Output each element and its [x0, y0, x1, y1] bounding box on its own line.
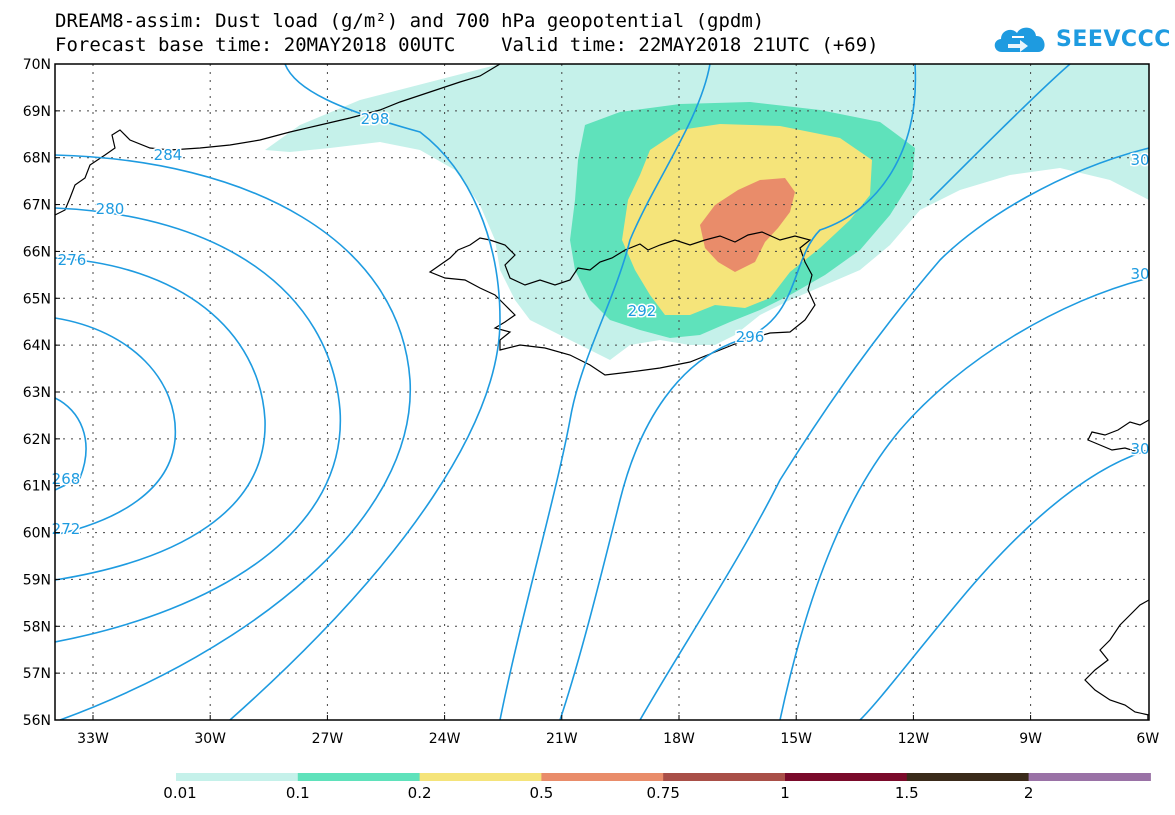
- lat-label: 65N: [23, 291, 51, 307]
- contour-label: 272: [52, 520, 81, 538]
- colorbar-label: 0.1: [285, 784, 310, 802]
- geopotential-contour-292: [499, 64, 711, 720]
- lat-label: 67N: [23, 198, 51, 214]
- coastline-iceland: [428, 231, 816, 376]
- colorbar-label: 2: [1023, 784, 1034, 802]
- cloud-icon: [994, 27, 1045, 52]
- colorbar-swatch: [176, 773, 299, 781]
- lat-label: 64N: [23, 338, 51, 354]
- coastline-scotland: [1084, 599, 1149, 716]
- contour-label: 30: [1130, 151, 1149, 169]
- lat-label: 63N: [23, 385, 51, 401]
- geopotential-contour-296: [559, 64, 917, 720]
- geopotential-contour-300b: [779, 277, 1149, 720]
- colorbar: [176, 773, 1151, 781]
- lon-label: 12W: [898, 731, 930, 747]
- lat-label: 58N: [23, 619, 51, 635]
- contour-label: 280: [96, 200, 125, 218]
- coastline-greenland: [55, 64, 501, 216]
- contour-label: 284: [154, 146, 183, 164]
- geopotential-contour-272: [55, 317, 177, 536]
- lat-label: 70N: [23, 57, 51, 73]
- lat-label: 57N: [23, 666, 51, 682]
- colorbar-label: 1.5: [894, 784, 919, 802]
- geopotential-contour-280: [55, 207, 342, 643]
- chart-title: DREAM8-assim: Dust load (g/m²) and 700 h…: [55, 10, 765, 32]
- colorbar-swatch: [906, 773, 1030, 781]
- lat-label: 69N: [23, 104, 51, 120]
- geopotential-contour-300c: [859, 449, 1149, 720]
- colorbar-label: 0.01: [163, 784, 197, 802]
- lon-label: 18W: [663, 731, 695, 747]
- latitude-labels: 70N 69N 68N 67N 66N 65N 64N 63N 62N 61N 60N 59N 58N 5…: [23, 57, 60, 729]
- geopotential-contour-high: [929, 64, 1071, 201]
- seevccc-logo: SEEVCCC: [990, 22, 1171, 56]
- contour-label: 292: [628, 302, 657, 320]
- dust-region-0.5: [700, 178, 795, 272]
- lon-label: 27W: [312, 731, 344, 747]
- map-gridlines: [55, 64, 1149, 720]
- contour-labels: 298 284 280 276 268 272 292 296 30 30 30: [50, 109, 1151, 540]
- lat-label: 61N: [23, 479, 51, 495]
- contour-label: 30: [1130, 440, 1149, 458]
- longitude-labels: 33W 30W 27W 24W 21W 18W 15W 12W 9W 6W: [77, 715, 1159, 747]
- contour-label: 30: [1130, 265, 1149, 283]
- geopotential-contour-288: [229, 64, 501, 720]
- geopotential-contour-276: [55, 257, 266, 581]
- colorbar-swatch: [419, 773, 542, 781]
- colorbar-label: 0.75: [646, 784, 680, 802]
- contour-label: 276: [58, 251, 87, 269]
- lon-label: 24W: [429, 731, 461, 747]
- colorbar-swatch: [785, 773, 908, 781]
- colorbar-swatch: [1028, 773, 1151, 781]
- geopotential-contour-268: [55, 397, 87, 491]
- geopotential-contour-300a: [639, 147, 1149, 720]
- lon-label: 21W: [546, 731, 578, 747]
- lat-label: 66N: [23, 244, 51, 260]
- lat-label: 62N: [23, 432, 51, 448]
- colorbar-swatch: [297, 773, 421, 781]
- colorbar-swatch: [541, 773, 664, 781]
- contour-label: 268: [52, 470, 81, 488]
- colorbar-label: 0.2: [407, 784, 432, 802]
- chart-subtitle: Forecast base time: 20MAY2018 00UTC Vali…: [55, 34, 879, 56]
- coastline-norway: [1087, 419, 1149, 453]
- lon-label: 6W: [1136, 731, 1159, 747]
- contour-label: 296: [736, 328, 765, 346]
- colorbar-swatch: [663, 773, 786, 781]
- logo-text: SEEVCCC: [1056, 26, 1171, 52]
- lat-label: 59N: [23, 572, 51, 588]
- lon-label: 9W: [1019, 731, 1042, 747]
- lon-label: 30W: [194, 731, 226, 747]
- contour-label: 298: [361, 110, 390, 128]
- lat-label: 68N: [23, 151, 51, 167]
- colorbar-label: 0.5: [529, 784, 554, 802]
- geopotential-contour-284: [55, 154, 411, 720]
- lon-label: 33W: [77, 731, 109, 747]
- lat-label: 56N: [23, 713, 51, 729]
- lat-label: 60N: [23, 526, 51, 542]
- colorbar-label: 1: [780, 784, 790, 802]
- lon-label: 15W: [780, 731, 812, 747]
